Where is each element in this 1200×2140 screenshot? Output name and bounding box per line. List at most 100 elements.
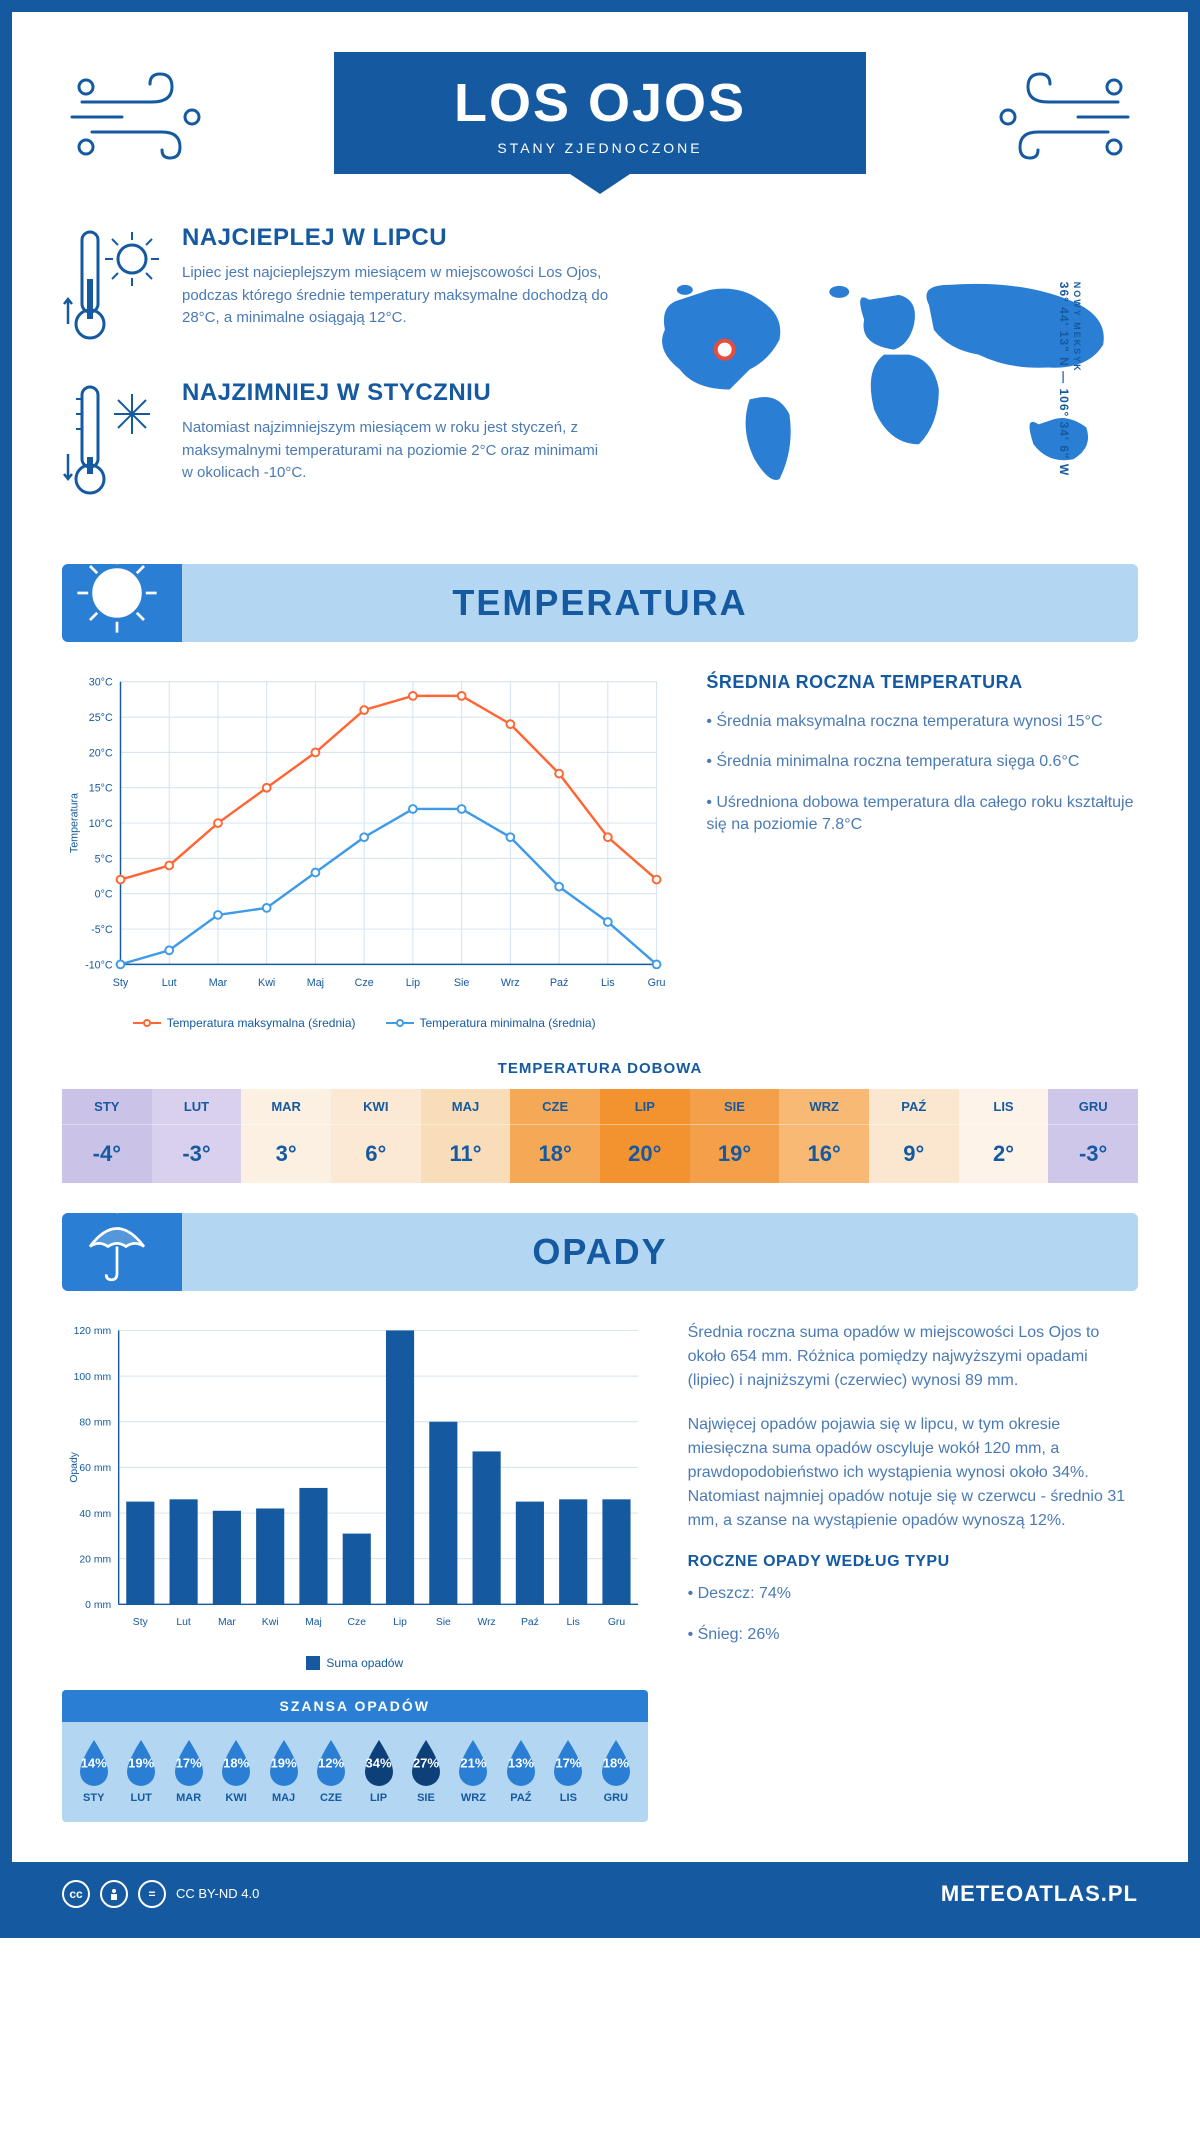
hot-heading: NAJCIEPLEJ W LIPCU	[182, 224, 610, 252]
precip-section-bar: OPADY	[62, 1213, 1138, 1291]
daily-month: KWI	[331, 1089, 421, 1125]
chance-cell: 12%CZE	[309, 1736, 352, 1804]
svg-text:Paź: Paź	[550, 977, 568, 989]
svg-text:Maj: Maj	[305, 1618, 322, 1629]
svg-text:Lip: Lip	[393, 1618, 407, 1629]
svg-text:Kwi: Kwi	[258, 977, 275, 989]
hot-text: Lipiec jest najcieplejszym miesiącem w m…	[182, 262, 610, 330]
coords-lat: 36° 44' 13" N	[1057, 282, 1071, 367]
svg-text:Wrz: Wrz	[501, 977, 520, 989]
precip-legend: Suma opadów	[62, 1656, 648, 1670]
daily-month: LIS	[959, 1089, 1049, 1125]
daily-value: 11°	[421, 1125, 511, 1183]
svg-text:Sty: Sty	[133, 1618, 149, 1629]
daily-month: CZE	[510, 1089, 600, 1125]
type-bullet: • Śnieg: 26%	[688, 1624, 1138, 1646]
daily-value: 9°	[869, 1125, 959, 1183]
type-bullet: • Deszcz: 74%	[688, 1583, 1138, 1605]
daily-month: LUT	[152, 1089, 242, 1125]
svg-text:60 mm: 60 mm	[79, 1464, 111, 1475]
wind-icon-left	[62, 62, 202, 162]
chance-cell: 17%LIS	[547, 1736, 590, 1804]
svg-text:10°C: 10°C	[89, 818, 113, 830]
svg-text:-10°C: -10°C	[85, 959, 113, 971]
chance-cell: 34%LIP	[357, 1736, 400, 1804]
coords-region: NOWY MEKSYK	[1072, 282, 1082, 373]
page-title: LOS OJOS	[454, 72, 746, 134]
svg-text:80 mm: 80 mm	[79, 1418, 111, 1429]
daily-value: 19°	[690, 1125, 780, 1183]
precip-heading: OPADY	[82, 1231, 1118, 1273]
precip-text-1: Średnia roczna suma opadów w miejscowośc…	[688, 1321, 1138, 1393]
cc-icon: cc	[62, 1880, 90, 1908]
footer: cc = CC BY-ND 4.0 METEOATLAS.PL	[12, 1862, 1188, 1926]
daily-value: -4°	[62, 1125, 152, 1183]
daily-month: MAR	[241, 1089, 331, 1125]
avg-bullet: • Uśredniona dobowa temperatura dla całe…	[706, 792, 1138, 837]
svg-text:Sie: Sie	[436, 1618, 451, 1629]
daily-value: 16°	[779, 1125, 869, 1183]
svg-text:20 mm: 20 mm	[79, 1555, 111, 1566]
wind-icon-right	[998, 62, 1138, 162]
daily-month: WRZ	[779, 1089, 869, 1125]
daily-temp-values: -4°-3°3°6°11°18°20°19°16°9°2°-3°	[62, 1125, 1138, 1183]
nd-icon: =	[138, 1880, 166, 1908]
svg-text:40 mm: 40 mm	[79, 1509, 111, 1520]
chance-cell: 19%MAJ	[262, 1736, 305, 1804]
precip-legend-label: Suma opadów	[326, 1656, 403, 1670]
sun-icon	[62, 564, 182, 642]
precip-type-heading: ROCZNE OPADY WEDŁUG TYPU	[688, 1553, 1138, 1571]
svg-text:Gru: Gru	[648, 977, 666, 989]
chance-cell: 18%KWI	[214, 1736, 257, 1804]
temperature-heading: TEMPERATURA	[82, 582, 1118, 624]
avg-bullet: • Średnia minimalna roczna temperatura s…	[706, 751, 1138, 773]
daily-value: 3°	[241, 1125, 331, 1183]
daily-month: LIP	[600, 1089, 690, 1125]
svg-text:120 mm: 120 mm	[74, 1327, 111, 1338]
svg-text:Lut: Lut	[162, 977, 177, 989]
daily-month: PAŹ	[869, 1089, 959, 1125]
temp-legend: Temperatura maksymalna (średnia)Temperat…	[62, 1016, 666, 1030]
legend-item: Temperatura maksymalna (średnia)	[133, 1016, 356, 1030]
cold-block: NAJZIMNIEJ W STYCZNIU Natomiast najzimni…	[62, 379, 610, 499]
svg-text:Paź: Paź	[521, 1618, 539, 1629]
daily-month: SIE	[690, 1089, 780, 1125]
svg-text:15°C: 15°C	[89, 783, 113, 795]
title-banner: LOS OJOS STANY ZJEDNOCZONE	[334, 52, 866, 174]
svg-text:Lis: Lis	[601, 977, 615, 989]
cold-text: Natomiast najzimniejszym miesiącem w rok…	[182, 417, 610, 485]
daily-value: 6°	[331, 1125, 421, 1183]
daily-temp-header: STYLUTMARKWIMAJCZELIPSIEWRZPAŹLISGRU	[62, 1089, 1138, 1125]
cold-heading: NAJZIMNIEJ W STYCZNIU	[182, 379, 610, 407]
svg-text:100 mm: 100 mm	[74, 1372, 111, 1383]
chance-cell: 17%MAR	[167, 1736, 210, 1804]
daily-value: 20°	[600, 1125, 690, 1183]
by-icon	[100, 1880, 128, 1908]
svg-text:20°C: 20°C	[89, 747, 113, 759]
avg-annual-heading: ŚREDNIA ROCZNA TEMPERATURA	[706, 672, 1138, 693]
footer-site: METEOATLAS.PL	[941, 1881, 1138, 1907]
precip-chance-panel: SZANSA OPADÓW 14%STY19%LUT17%MAR18%KWI19…	[62, 1690, 648, 1822]
page-subtitle: STANY ZJEDNOCZONE	[454, 140, 746, 156]
svg-text:25°C: 25°C	[89, 712, 113, 724]
svg-text:Temperatura: Temperatura	[69, 793, 81, 853]
svg-text:Lip: Lip	[406, 977, 420, 989]
svg-text:Mar: Mar	[218, 1618, 236, 1629]
chance-cell: 19%LUT	[119, 1736, 162, 1804]
svg-text:0 mm: 0 mm	[85, 1601, 111, 1612]
daily-temp-title: TEMPERATURA DOBOWA	[62, 1060, 1138, 1077]
svg-text:5°C: 5°C	[95, 853, 113, 865]
header: LOS OJOS STANY ZJEDNOCZONE	[62, 52, 1138, 174]
thermometer-cold-icon	[62, 379, 162, 499]
chance-cell: 21%WRZ	[452, 1736, 495, 1804]
coords-lon: 106° 34' 6" W	[1057, 389, 1071, 477]
chance-title: SZANSA OPADÓW	[62, 1690, 648, 1722]
intro-section: NAJCIEPLEJ W LIPCU Lipiec jest najcieple…	[62, 224, 1138, 534]
daily-month: MAJ	[421, 1089, 511, 1125]
svg-text:Cze: Cze	[355, 977, 374, 989]
svg-text:Sie: Sie	[454, 977, 470, 989]
svg-text:Mar: Mar	[209, 977, 228, 989]
svg-text:Maj: Maj	[307, 977, 324, 989]
daily-month: GRU	[1048, 1089, 1138, 1125]
temperature-section-bar: TEMPERATURA	[62, 564, 1138, 642]
